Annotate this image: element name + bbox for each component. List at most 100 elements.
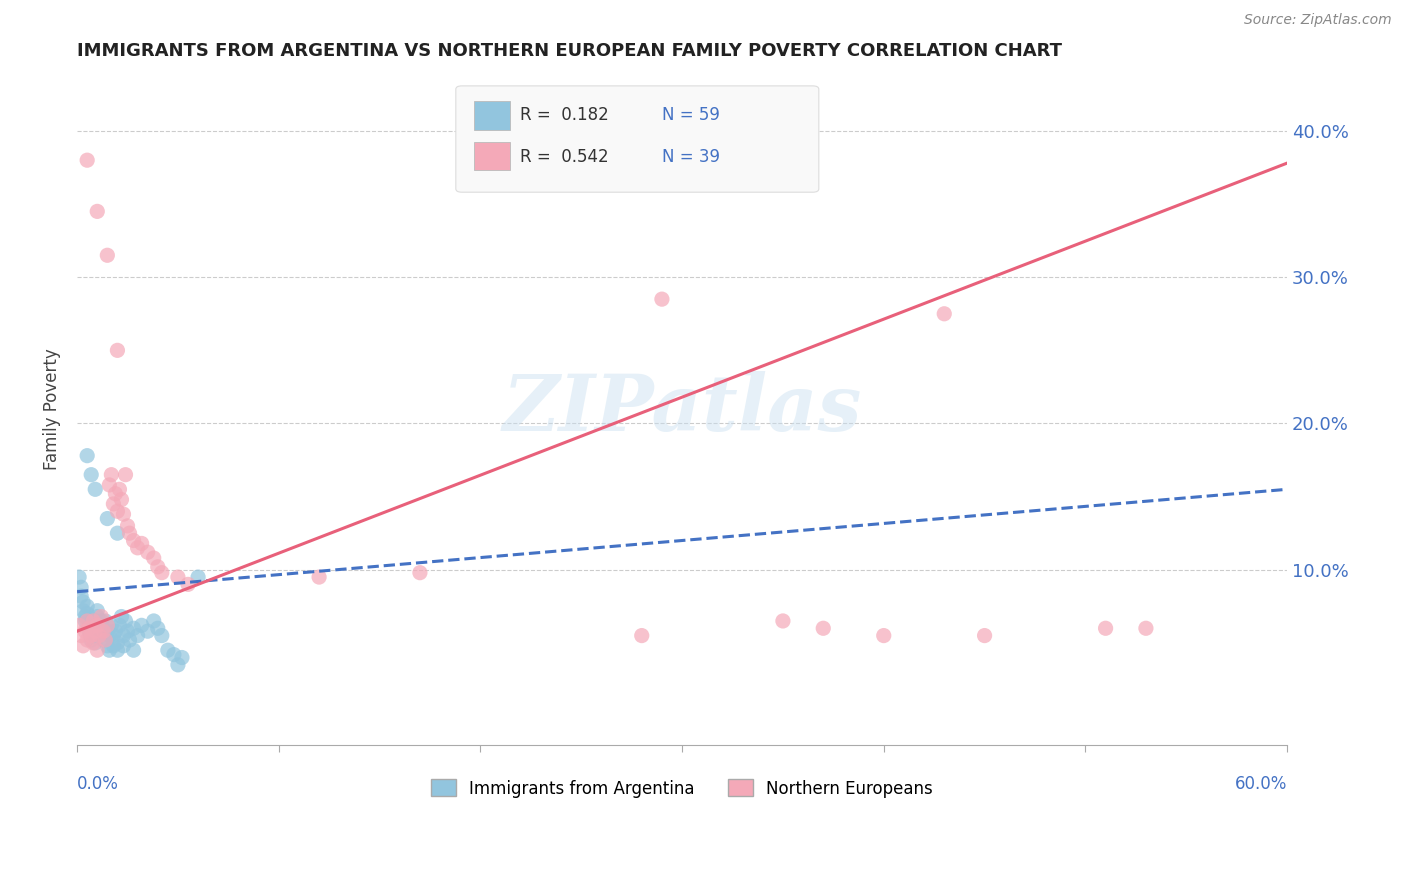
Point xyxy=(76,607,98,621)
Point xyxy=(107,343,129,358)
Point xyxy=(76,153,98,168)
Point xyxy=(150,629,173,643)
Point xyxy=(90,618,112,632)
Point xyxy=(84,614,107,628)
Point xyxy=(973,629,995,643)
Point xyxy=(86,609,108,624)
FancyBboxPatch shape xyxy=(474,142,510,170)
Point xyxy=(142,614,165,628)
Point xyxy=(127,629,149,643)
Text: N = 59: N = 59 xyxy=(661,106,720,124)
Text: R =  0.182: R = 0.182 xyxy=(520,106,609,124)
Point xyxy=(84,624,107,639)
Point xyxy=(1135,621,1157,635)
Point xyxy=(156,643,179,657)
Point xyxy=(107,504,129,518)
Point xyxy=(86,643,108,657)
Point xyxy=(112,629,135,643)
Point xyxy=(131,618,153,632)
Point xyxy=(98,478,121,492)
Point xyxy=(122,533,145,548)
Point xyxy=(82,621,104,635)
Point xyxy=(308,570,330,584)
Text: 60.0%: 60.0% xyxy=(1234,775,1286,793)
Point xyxy=(86,604,108,618)
Point xyxy=(96,618,118,632)
Point xyxy=(86,618,108,632)
Point xyxy=(90,609,112,624)
Text: Source: ZipAtlas.com: Source: ZipAtlas.com xyxy=(1244,13,1392,28)
Point xyxy=(146,559,169,574)
Point xyxy=(80,629,103,643)
Point xyxy=(75,624,97,639)
Point xyxy=(112,507,135,521)
Point xyxy=(1094,621,1116,635)
Point xyxy=(89,629,111,643)
Point xyxy=(127,541,149,555)
Point xyxy=(103,497,125,511)
Point xyxy=(118,526,141,541)
Point xyxy=(84,636,107,650)
FancyBboxPatch shape xyxy=(474,102,510,129)
Point xyxy=(94,614,117,628)
Text: N = 39: N = 39 xyxy=(661,147,720,166)
Point xyxy=(86,204,108,219)
FancyBboxPatch shape xyxy=(456,86,818,192)
Point xyxy=(118,632,141,647)
Point xyxy=(80,632,103,647)
Point xyxy=(170,650,193,665)
Point xyxy=(94,632,117,647)
Point xyxy=(107,643,129,657)
Point xyxy=(873,629,896,643)
Point xyxy=(187,570,209,584)
Point xyxy=(76,632,98,647)
Point xyxy=(89,629,111,643)
Point xyxy=(142,551,165,566)
Point xyxy=(82,629,104,643)
Point xyxy=(91,632,114,647)
Point xyxy=(77,624,100,639)
Point xyxy=(76,449,98,463)
Point xyxy=(167,657,190,672)
Point xyxy=(177,577,200,591)
Point xyxy=(100,467,122,482)
Point xyxy=(630,629,652,643)
Text: R =  0.542: R = 0.542 xyxy=(520,147,609,166)
Point xyxy=(80,629,103,643)
Point xyxy=(110,609,132,624)
Point xyxy=(82,636,104,650)
Point xyxy=(104,624,127,639)
Point xyxy=(100,618,122,632)
Point xyxy=(772,614,794,628)
Point xyxy=(77,618,100,632)
Point xyxy=(114,467,136,482)
Point xyxy=(96,248,118,262)
Text: ZIPatlas: ZIPatlas xyxy=(502,370,862,447)
Point xyxy=(122,621,145,635)
Point xyxy=(72,595,94,609)
Point xyxy=(91,624,114,639)
Point xyxy=(96,624,118,639)
Point xyxy=(75,614,97,628)
Point xyxy=(114,614,136,628)
Text: IMMIGRANTS FROM ARGENTINA VS NORTHERN EUROPEAN FAMILY POVERTY CORRELATION CHART: IMMIGRANTS FROM ARGENTINA VS NORTHERN EU… xyxy=(77,42,1062,60)
Point xyxy=(110,492,132,507)
Point xyxy=(76,599,98,614)
Point xyxy=(72,604,94,618)
Point xyxy=(72,639,94,653)
Point xyxy=(104,486,127,500)
Point xyxy=(91,624,114,639)
Point xyxy=(136,624,159,639)
Text: 0.0%: 0.0% xyxy=(77,775,120,793)
Point xyxy=(108,483,131,497)
Y-axis label: Family Poverty: Family Poverty xyxy=(44,348,60,470)
Point xyxy=(96,639,118,653)
Point xyxy=(67,570,90,584)
Point xyxy=(136,545,159,559)
Point xyxy=(96,511,118,525)
Point xyxy=(103,639,125,653)
Point xyxy=(98,643,121,657)
Legend: Immigrants from Argentina, Northern Europeans: Immigrants from Argentina, Northern Euro… xyxy=(425,772,939,805)
Point xyxy=(409,566,432,580)
Point xyxy=(90,614,112,628)
